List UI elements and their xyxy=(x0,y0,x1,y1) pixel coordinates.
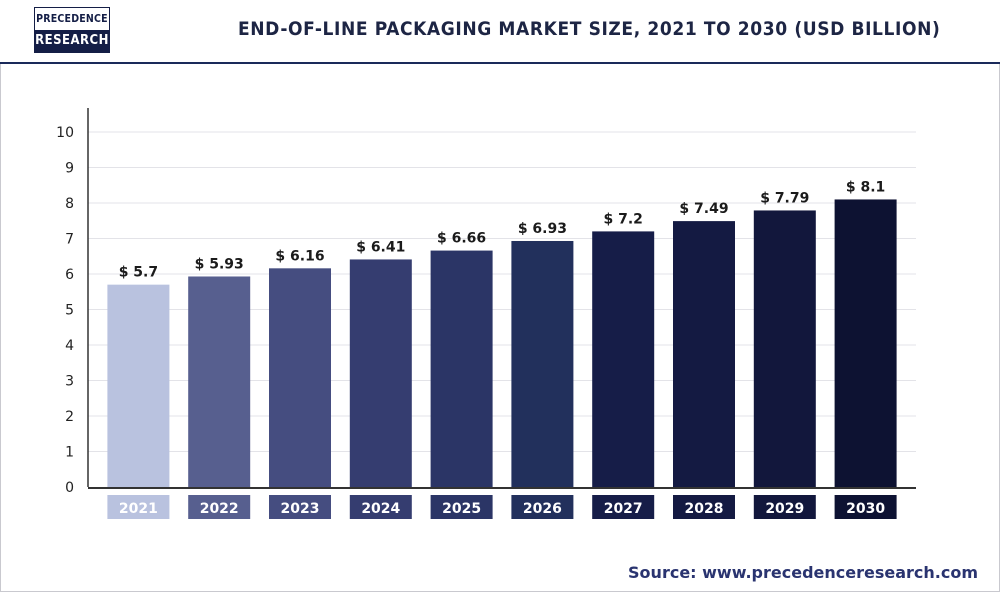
y-tick-label: 3 xyxy=(65,374,74,390)
bar-value-label: $ 7.79 xyxy=(760,190,809,206)
category-label-box xyxy=(188,495,251,519)
logo-line-2: RESEARCH xyxy=(35,33,109,48)
source-credit: Source: www.precedenceresearch.com xyxy=(628,563,978,582)
x-tick-label: 2021 xyxy=(119,501,158,517)
x-tick-label: 2023 xyxy=(281,501,320,517)
y-tick-label: 4 xyxy=(65,338,74,354)
y-tick-label: 6 xyxy=(65,267,74,283)
category-label-box xyxy=(834,495,897,519)
x-tick-label: 2024 xyxy=(361,501,400,517)
bar xyxy=(834,199,897,487)
y-tick-label: 10 xyxy=(56,125,74,141)
x-tick-label: 2029 xyxy=(765,501,804,517)
bar xyxy=(592,231,655,487)
bar-value-label: $ 6.16 xyxy=(275,248,324,264)
x-tick-label: 2027 xyxy=(604,501,643,517)
y-tick-label: 9 xyxy=(65,161,74,177)
category-label-box xyxy=(107,495,170,519)
x-tick-label: 2022 xyxy=(200,501,239,517)
y-tick-label: 8 xyxy=(65,196,74,212)
category-label-box xyxy=(349,495,412,519)
bar-value-label: $ 5.7 xyxy=(119,265,158,281)
category-label-box xyxy=(430,495,493,519)
bar-value-label: $ 7.2 xyxy=(603,211,642,227)
bar-value-label: $ 6.41 xyxy=(356,239,405,255)
bar-value-label: $ 5.93 xyxy=(195,256,244,272)
bar-value-label: $ 8.1 xyxy=(846,179,885,195)
category-label-box xyxy=(673,495,735,519)
category-label-box xyxy=(592,495,655,519)
category-label-box xyxy=(511,495,574,519)
precedence-research-logo: PRECEDENCE RESEARCH xyxy=(34,7,110,53)
category-label-box xyxy=(753,495,816,519)
x-tick-label: 2030 xyxy=(846,501,885,517)
x-tick-label: 2025 xyxy=(442,501,481,517)
category-label-box xyxy=(269,495,331,519)
y-tick-label: 1 xyxy=(65,445,74,461)
y-tick-label: 5 xyxy=(65,303,74,319)
bar-value-label: $ 6.93 xyxy=(518,221,567,237)
bar xyxy=(107,284,170,487)
chart-title: END-OF-LINE PACKAGING MARKET SIZE, 2021 … xyxy=(238,18,941,40)
x-tick-label: 2028 xyxy=(685,501,724,517)
bar xyxy=(349,259,412,487)
logo-line-1: PRECEDENCE xyxy=(35,8,109,30)
bar xyxy=(753,210,816,487)
y-tick-label: 2 xyxy=(65,409,74,425)
y-tick-label: 0 xyxy=(65,480,74,496)
bar xyxy=(188,276,251,487)
chart-header: PRECEDENCE RESEARCH END-OF-LINE PACKAGIN… xyxy=(0,0,1000,64)
bar xyxy=(673,221,735,488)
bar xyxy=(511,240,574,487)
bar-value-label: $ 7.49 xyxy=(679,201,728,217)
bar-value-label: $ 6.66 xyxy=(437,231,486,247)
bar xyxy=(269,268,331,487)
x-tick-label: 2026 xyxy=(523,501,562,517)
y-tick-label: 7 xyxy=(65,232,74,248)
bar xyxy=(430,250,493,487)
